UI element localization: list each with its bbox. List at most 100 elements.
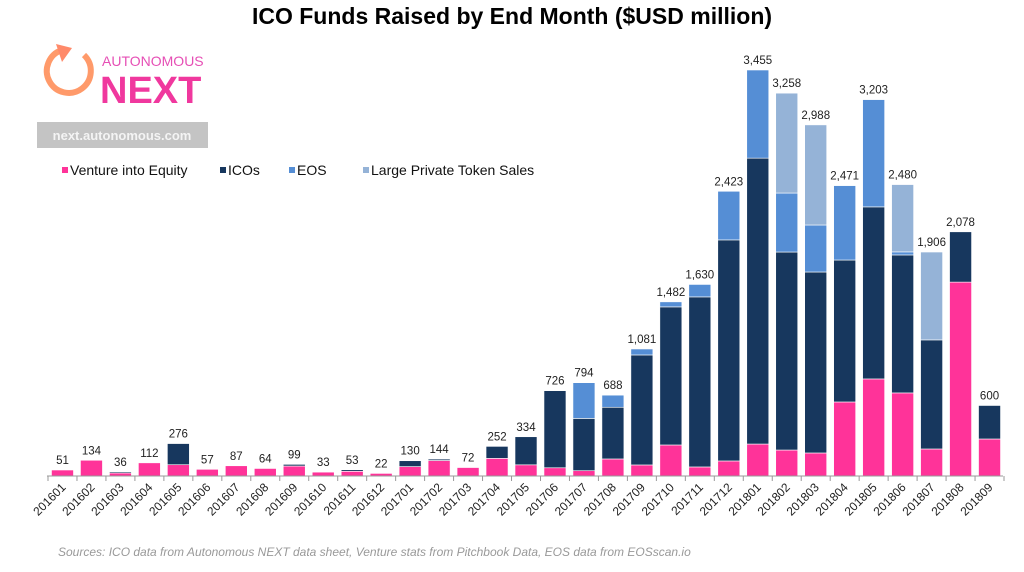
bar-segment-201807-0 [920, 448, 943, 477]
total-label-201711: 1,630 [685, 269, 714, 281]
bar-segment-201711-1 [688, 296, 712, 468]
legend-swatch-2 [289, 167, 295, 173]
bar-segment-201706-0 [543, 467, 567, 477]
total-label-201604: 112 [140, 448, 158, 460]
total-label-201803: 2,988 [801, 110, 830, 122]
bar-segment-201801-0 [746, 443, 770, 477]
total-label-201807: 1,906 [917, 237, 946, 249]
total-label-201612: 22 [375, 458, 388, 470]
total-label-201710: 1,482 [656, 287, 685, 299]
x-tick-label-201710: 201710 [639, 480, 677, 518]
bar-segment-201803-2 [804, 224, 828, 273]
bar-segment-201707-0 [572, 470, 596, 477]
total-label-201708: 688 [603, 380, 622, 392]
logo-url[interactable]: next.autonomous.com [53, 128, 192, 143]
bar-segment-201806-1 [891, 254, 914, 394]
bar-segment-201712-0 [717, 460, 741, 477]
bar-segment-201710-0 [659, 444, 683, 477]
legend-label-2: EOS [297, 162, 327, 178]
legend-swatch-3 [363, 167, 369, 173]
bar-segment-201708-1 [601, 406, 625, 460]
bar-segment-201808-1 [949, 231, 972, 283]
bar-segment-201803-0 [804, 452, 828, 477]
bar-segment-201805-0 [862, 378, 885, 477]
bar-segment-201709-0 [630, 464, 654, 477]
bar-segment-201709-1 [630, 354, 654, 466]
bar-segment-201704-0 [485, 458, 509, 477]
bar-segment-201712-1 [717, 239, 741, 462]
bar-segment-201801-2 [746, 69, 770, 159]
bars: 51 134 36 112 276 57 87 64 99 33 53 22 130 144 72 252 33… [51, 55, 1001, 477]
bar-segment-201805-2 [862, 99, 885, 208]
bar-segment-201710-1 [659, 306, 683, 446]
total-label-201805: 3,203 [859, 85, 888, 97]
bar-segment-201611-0 [340, 470, 364, 477]
total-label-201608: 64 [259, 453, 272, 465]
logo-arrow-icon [43, 47, 94, 96]
bar-segment-201809-0 [978, 438, 1001, 477]
bar-segment-201804-1 [833, 259, 856, 403]
bar-segment-201710-2 [659, 301, 683, 308]
bar-segment-201711-0 [688, 466, 712, 477]
bar-segment-201607-0 [225, 465, 248, 477]
bar-segment-201804-0 [833, 401, 856, 477]
bar-segment-201803-3 [804, 124, 828, 226]
bar-segment-201804-2 [833, 185, 856, 261]
total-label-201603: 36 [114, 457, 127, 469]
total-label-201706: 726 [545, 376, 564, 388]
total-label-201804: 2,471 [830, 171, 859, 183]
bar-segment-201707-2 [572, 382, 596, 419]
bar-segment-201802-1 [775, 251, 799, 451]
bar-segment-201605-0 [167, 464, 190, 477]
x-ticks: 2016012016022016032016042016052016062016… [30, 476, 1005, 518]
total-label-201707: 794 [574, 368, 594, 380]
legend-label-0: Venture into Equity [70, 162, 188, 178]
total-label-201610: 33 [317, 457, 330, 469]
bar-segment-201603-1 [109, 471, 132, 474]
total-label-201801: 3,455 [743, 55, 772, 67]
logo-top-text: AUTONOMOUS [102, 53, 204, 69]
bar-segment-201806-3 [891, 184, 914, 253]
bar-segment-201708-0 [601, 458, 625, 477]
bar-segment-201806-2 [891, 251, 914, 256]
legend-label-3: Large Private Token Sales [371, 162, 534, 178]
legend: Venture into Equity ICOs EOS Large Private … [62, 162, 534, 178]
bar-segment-201808-0 [949, 281, 972, 477]
bar-segment-201802-3 [775, 92, 799, 194]
bar-segment-201606-0 [196, 469, 219, 477]
bar-segment-201802-0 [775, 449, 799, 477]
total-label-201809: 600 [980, 390, 999, 402]
total-label-201712: 2,423 [714, 176, 743, 188]
logo-main-text: NEXT [100, 70, 201, 112]
bar-segment-201605-1 [167, 443, 190, 466]
total-label-201607: 87 [230, 451, 243, 463]
total-label-201806: 2,480 [888, 170, 917, 182]
bar-segment-201702-0 [427, 460, 451, 477]
logo: AUTONOMOUS NEXT [43, 44, 204, 112]
bar-segment-201701-0 [398, 466, 422, 477]
source-note: Sources: ICO data from Autonomous NEXT d… [58, 545, 691, 559]
bar-segment-201801-1 [746, 157, 770, 445]
bar-segment-201809-1 [978, 405, 1001, 440]
bar-segment-201706-1 [543, 390, 567, 469]
bar-segment-201704-1 [485, 446, 509, 459]
total-label-201808: 2,078 [946, 217, 975, 229]
chart-title: ICO Funds Raised by End Month ($USD mill… [252, 3, 772, 29]
total-label-201702: 144 [430, 444, 450, 456]
bar-segment-201611-1 [340, 469, 364, 472]
total-label-201704: 252 [487, 431, 506, 443]
total-label-201705: 334 [516, 422, 536, 434]
bar-segment-201705-1 [514, 436, 538, 466]
logo-arrowhead-icon [56, 44, 72, 62]
bar-segment-201711-2 [688, 284, 712, 298]
x-tick-label-201809: 201809 [957, 480, 995, 518]
bar-segment-201705-0 [514, 464, 538, 477]
bar-segment-201802-2 [775, 192, 799, 253]
legend-swatch-1 [220, 167, 226, 173]
total-label-201802: 3,258 [772, 78, 801, 90]
total-label-201611: 53 [346, 455, 359, 467]
bar-segment-201609-1 [282, 464, 306, 467]
url-box [37, 122, 208, 148]
total-label-201605: 276 [169, 429, 188, 441]
legend-label-1: ICOs [228, 162, 260, 178]
